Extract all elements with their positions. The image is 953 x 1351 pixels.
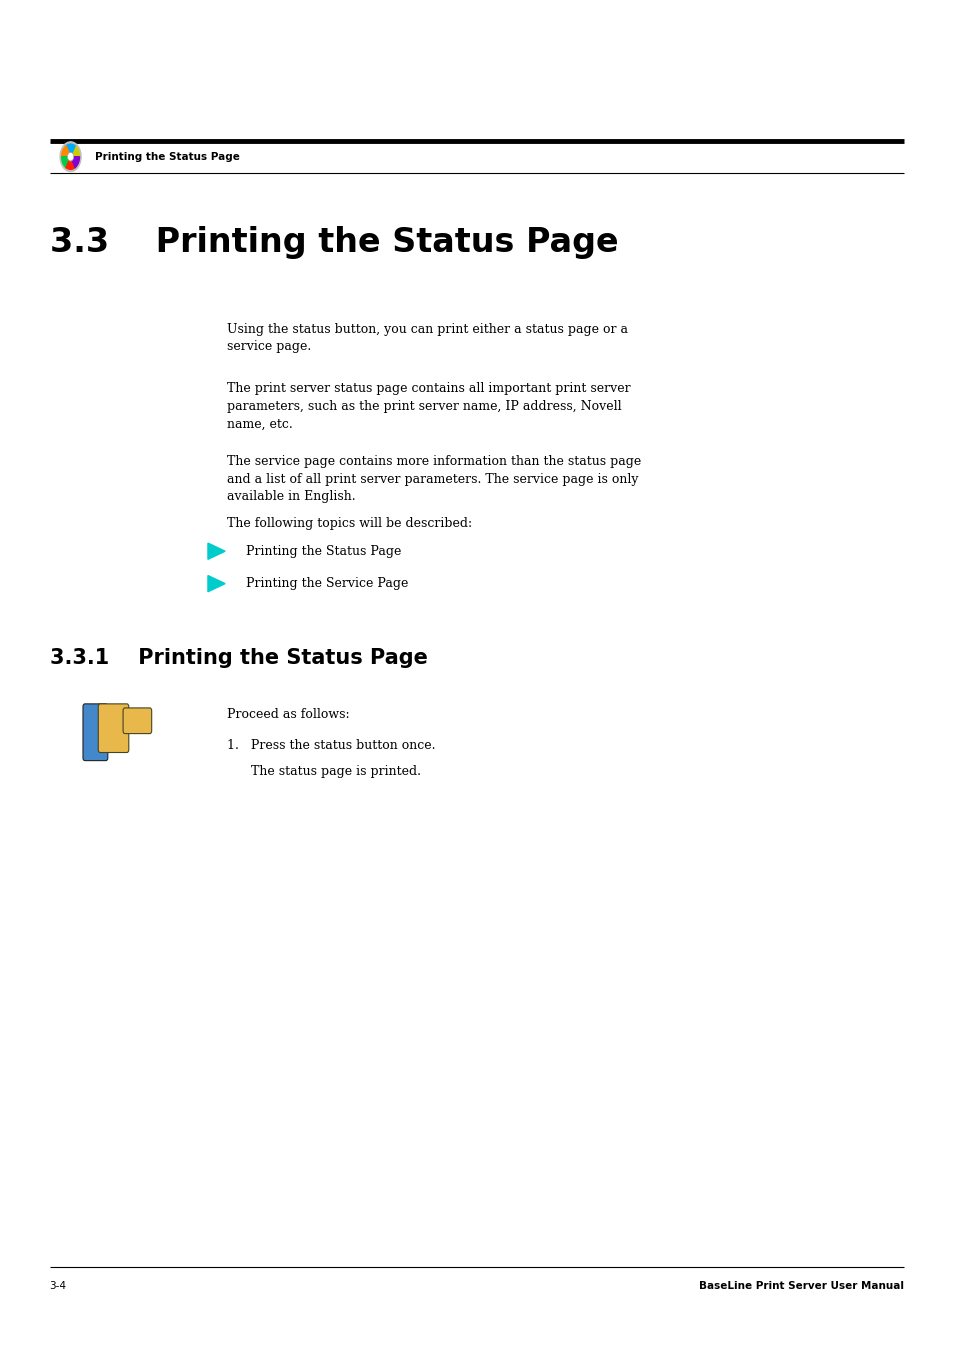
- Polygon shape: [208, 576, 225, 592]
- Text: Printing the Status Page: Printing the Status Page: [246, 544, 401, 558]
- Text: 1.   Press the status button once.: 1. Press the status button once.: [227, 739, 436, 753]
- Text: The print server status page contains all important print server
parameters, suc: The print server status page contains al…: [227, 382, 630, 431]
- FancyBboxPatch shape: [123, 708, 152, 734]
- FancyBboxPatch shape: [98, 704, 129, 753]
- Circle shape: [69, 154, 72, 159]
- Wedge shape: [72, 146, 79, 157]
- Text: The service page contains more information than the status page
and a list of al: The service page contains more informati…: [227, 455, 640, 504]
- Wedge shape: [66, 161, 75, 169]
- Text: Using the status button, you can print either a status page or a
service page.: Using the status button, you can print e…: [227, 323, 627, 354]
- Text: The following topics will be described:: The following topics will be described:: [227, 517, 472, 531]
- Text: Printing the Service Page: Printing the Service Page: [246, 577, 408, 590]
- Wedge shape: [66, 145, 75, 153]
- Text: 3.3.1    Printing the Status Page: 3.3.1 Printing the Status Page: [50, 648, 427, 669]
- Text: 3.3    Printing the Status Page: 3.3 Printing the Status Page: [50, 226, 618, 258]
- Wedge shape: [72, 157, 79, 168]
- Text: Printing the Status Page: Printing the Status Page: [95, 151, 240, 162]
- Circle shape: [60, 142, 81, 172]
- Text: BaseLine Print Server User Manual: BaseLine Print Server User Manual: [699, 1281, 903, 1290]
- Wedge shape: [62, 157, 69, 168]
- FancyBboxPatch shape: [83, 704, 108, 761]
- Text: Proceed as follows:: Proceed as follows:: [227, 708, 350, 721]
- Wedge shape: [62, 146, 69, 157]
- Polygon shape: [208, 543, 225, 559]
- Text: The status page is printed.: The status page is printed.: [227, 765, 420, 778]
- Text: 3-4: 3-4: [50, 1281, 67, 1290]
